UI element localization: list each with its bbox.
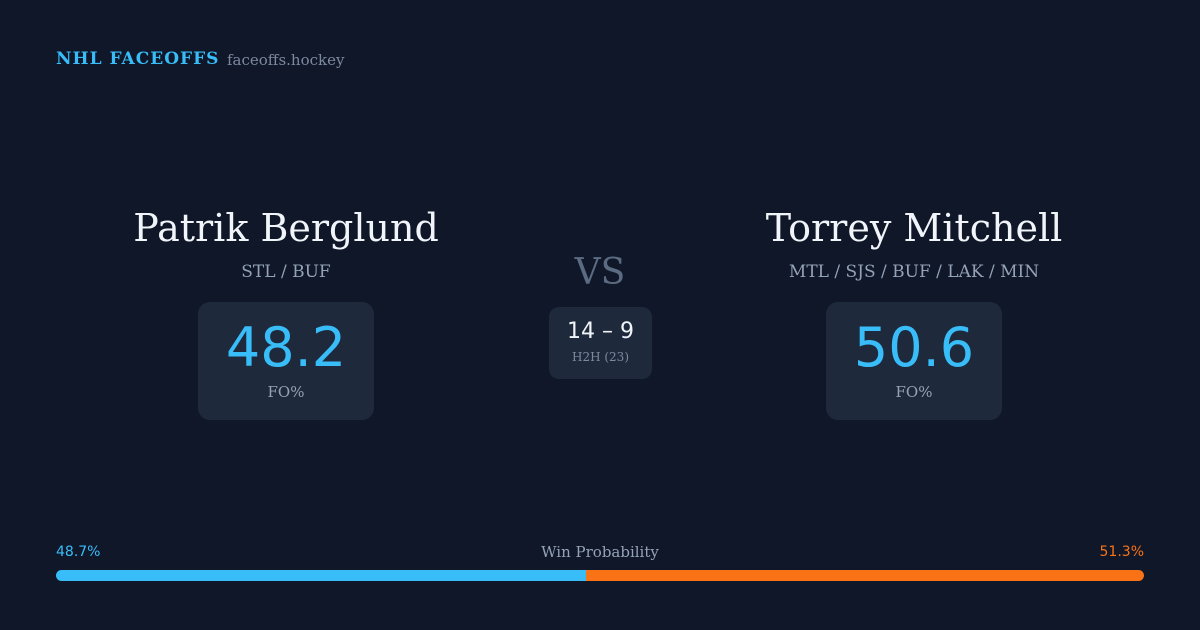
h2h-record: 14 – 9 (567, 319, 634, 344)
site: faceoffs.hockey (227, 51, 345, 69)
win-prob-segment (56, 570, 586, 581)
player-teams: MTL / SJS / BUF / LAK / MIN (788, 262, 1040, 282)
fo-card: 50.6 FO% (826, 302, 1002, 420)
fo-value: 50.6 (853, 316, 975, 379)
win-prob-bar (56, 570, 1144, 581)
win-prob-segment (585, 570, 1144, 581)
fo-card: 48.2 FO% (198, 302, 374, 420)
versus: VS (574, 252, 626, 293)
player-name: Torrey Mitchell (765, 206, 1063, 250)
h2h-label: H2H (23) (571, 350, 629, 364)
fo-label: FO% (895, 383, 933, 401)
win-prob-right: 51.3% (1099, 544, 1144, 560)
h2h-card: 14 – 9 H2H (23) (549, 307, 652, 379)
win-prob-left: 48.7% (56, 544, 101, 560)
fo-value: 48.2 (225, 316, 347, 379)
win-prob-title: Win Probability (541, 543, 659, 561)
player-name: Patrik Berglund (133, 206, 439, 250)
fo-label: FO% (267, 383, 305, 401)
brand: NHL FACEOFFS (56, 49, 220, 69)
player-teams: STL / BUF (241, 262, 331, 282)
